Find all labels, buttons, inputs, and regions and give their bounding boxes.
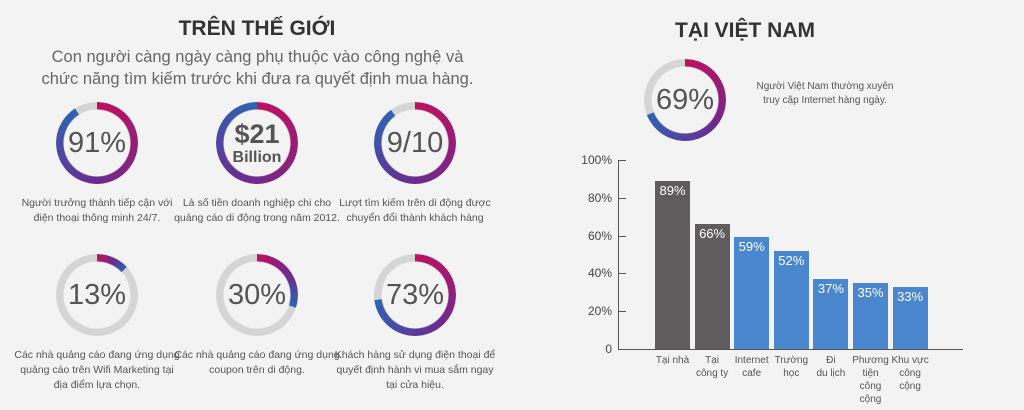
ring-value: 13% [56, 254, 138, 336]
ring-gauge: 9/10 [374, 102, 456, 184]
y-tick-label: 20% [587, 304, 612, 319]
y-tick-label: 60% [587, 228, 612, 243]
ring-value-text: 13% [67, 278, 127, 311]
y-tick-mark [618, 273, 626, 274]
y-tick-label: 100% [581, 153, 612, 167]
stat-caption: Là số tiền doanh nghiệp chi cho quảng cá… [174, 197, 340, 224]
subtitle-line: chức năng tìm kiếm trước khi đưa ra quyế… [41, 70, 474, 88]
ring-value-text: 73% [385, 278, 445, 311]
vietnam-caption: Người Việt Nam thường xuyên truy cập Int… [740, 80, 910, 108]
ring-band [374, 102, 456, 184]
y-axis [618, 160, 619, 350]
ring-band [216, 254, 298, 336]
x-tick-label: Đi du lịch [809, 354, 853, 380]
caption-line: truy cập Internet hàng ngày. [763, 95, 887, 106]
vietnam-ring-gauge: 69% [644, 59, 726, 141]
ring-gauge: 30% [216, 254, 298, 336]
world-title: TRÊN THẾ GIỚI [178, 17, 336, 40]
bar: 33% [892, 286, 928, 349]
bar-data-label: 59% [738, 239, 765, 255]
y-tick-mark [618, 349, 626, 350]
bar-data-label: 52% [778, 252, 805, 268]
ring-value-text: 69% [655, 83, 715, 116]
bar-data-label: 89% [659, 182, 686, 198]
ring-gauge: 91% [56, 102, 138, 184]
ring-value: 30% [216, 254, 298, 336]
x-tick-label: Tại công ty [690, 354, 734, 380]
x-tick-label-line: công ty [695, 368, 729, 379]
world-subtitle: Con người càng ngày càng phụ thuộc vào c… [0, 46, 515, 90]
x-tick-label: Trường học [769, 354, 813, 380]
ring-value-text: 30% [227, 278, 287, 311]
x-tick-label-line: học [783, 368, 800, 379]
stat-caption: Người trưởng thành tiếp cận với điện tho… [21, 197, 173, 224]
y-tick-label: 40% [587, 266, 612, 281]
x-tick-label-line: Tại nhà [655, 355, 690, 366]
bar-data-label: 37% [817, 281, 844, 297]
x-tick-label-line: Trường [774, 355, 809, 366]
x-axis [618, 349, 963, 350]
ring-value-text: 9/10 [386, 126, 444, 159]
y-tick-mark [618, 198, 626, 199]
x-tick-label-line: Tại [705, 355, 720, 366]
x-tick-label-line: Đi [826, 355, 836, 366]
y-tick-label: 80% [587, 190, 612, 205]
ring-value-unit: Billion [232, 148, 282, 166]
x-tick-label-line: công [859, 381, 882, 392]
x-tick-label: Internet cafe [730, 354, 774, 380]
bar-data-label: 33% [897, 288, 924, 304]
ring-value: $21 Billion [216, 102, 298, 184]
y-tick-mark [618, 236, 626, 237]
ring-value: 91% [56, 102, 138, 184]
ring-value: 73% [374, 254, 456, 336]
y-tick-mark [618, 311, 626, 312]
ring-gauge: 73% [374, 254, 456, 336]
ring-value: 9/10 [374, 102, 456, 184]
bar: 35% [853, 282, 888, 349]
bar: 59% [734, 237, 770, 349]
bar-data-label: 66% [699, 226, 726, 242]
ring-gauge: $21 Billion [216, 102, 298, 184]
ring-band [644, 59, 726, 141]
ring-value-text: $21 [234, 118, 280, 149]
x-tick-label-line: công [899, 368, 921, 379]
x-tick-label-line: du lịch [816, 368, 846, 379]
ring-value-text: 91% [67, 126, 127, 159]
ring-band [216, 102, 298, 184]
x-tick-label: Tại nhà [651, 354, 695, 367]
vietnam-title: TẠI VIỆT NAM [675, 19, 815, 42]
y-tick-mark [618, 160, 626, 161]
ring-band [56, 254, 138, 336]
ring-band [56, 102, 138, 184]
bar: 52% [773, 250, 809, 349]
y-tick-label: 0 [605, 342, 612, 356]
x-tick-label-line: Internet [734, 355, 769, 366]
subtitle-line: Con người càng ngày càng phụ thuộc vào c… [51, 48, 464, 66]
x-tick-label-line: cafe [742, 368, 762, 379]
bar: 89% [655, 180, 690, 349]
bar-data-label: 35% [857, 284, 884, 300]
ring-band [374, 254, 456, 336]
x-tick-label-line: cộng [899, 381, 921, 392]
bar: 66% [694, 224, 730, 349]
x-tick-label: Khu vực công cộng [888, 354, 932, 393]
bar: 37% [813, 279, 849, 349]
caption-line: Người Việt Nam thường xuyên [756, 81, 894, 92]
x-tick-label-line: cộng [859, 394, 882, 405]
x-tick-label-line: tiện [862, 368, 879, 379]
x-tick-label-line: Khu vực [891, 355, 929, 366]
ring-gauge: 13% [56, 254, 138, 336]
stat-caption: Lượt tìm kiếm trên di động được chuyển đ… [339, 197, 491, 224]
stat-caption: Khách hàng sử dụng điện thoại để quyết đ… [334, 349, 496, 391]
ring-value: 69% [644, 59, 726, 141]
stat-caption: Các nhà quảng cáo đang ứng dụng quảng cá… [14, 349, 180, 391]
x-tick-label: Phương tiện công cộng [849, 354, 893, 406]
x-tick-label-line: Phương [852, 355, 889, 366]
stat-caption: Các nhà quảng cáo đang ứng dụng coupon t… [174, 349, 340, 376]
